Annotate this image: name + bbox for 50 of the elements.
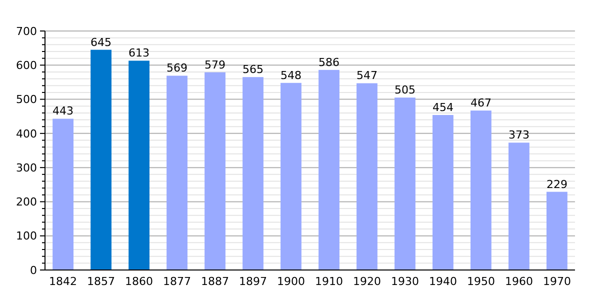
data-label: 613 [128,46,150,60]
x-tick-label: 1897 [239,275,268,288]
x-tick-label: 1910 [314,275,343,288]
y-tick-label: 0 [30,264,37,277]
data-label: 565 [242,63,264,76]
bar [432,114,454,270]
x-tick-label: 1930 [390,275,419,288]
x-tick-label: 1860 [125,275,154,288]
bar [52,118,74,270]
data-label: 467 [470,96,492,110]
x-tick-label: 1877 [163,275,192,288]
bar [470,110,492,270]
data-label: 454 [432,100,454,114]
bar [166,76,188,270]
y-tick-label: 600 [16,58,37,72]
data-label: 569 [166,62,188,75]
y-tick-label: 300 [16,161,37,174]
bar [508,142,530,270]
data-label: 229 [546,178,568,191]
y-tick-label: 400 [16,127,37,140]
x-tick-label: 1920 [352,275,381,288]
x-tick-label: 1960 [504,275,533,288]
y-tick-label: 700 [16,24,37,38]
y-tick-label: 500 [16,93,37,106]
data-label: 547 [356,69,378,82]
x-tick-label: 1950 [466,275,495,288]
data-label: 443 [52,104,74,118]
bar [318,70,340,270]
x-tick-label: 1900 [277,275,306,288]
bar [356,83,378,270]
x-tick-label: 1970 [542,275,571,288]
x-tick-label: 1857 [87,275,116,288]
bar [128,60,150,270]
data-label: 645 [90,36,112,49]
bar [242,77,264,270]
y-tick-label: 100 [16,230,37,243]
x-tick-label: 1842 [49,275,78,288]
x-tick-label: 1940 [428,275,457,288]
bar [394,98,416,270]
bar [90,50,112,270]
bar [546,192,568,270]
data-label: 548 [280,68,302,82]
bar [204,72,226,270]
data-label: 373 [508,128,530,142]
bar [280,82,302,270]
x-tick-label: 1887 [201,275,230,288]
data-label: 505 [394,84,416,97]
data-label: 586 [318,56,340,69]
data-label: 579 [204,58,226,72]
y-tick-label: 200 [16,196,37,209]
